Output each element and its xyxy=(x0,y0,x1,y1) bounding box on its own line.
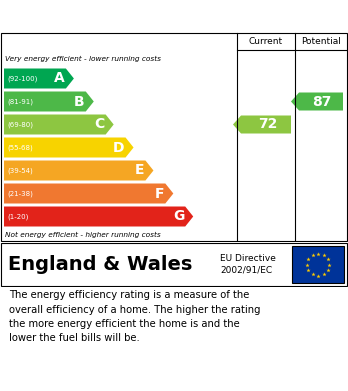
Text: (55-68): (55-68) xyxy=(7,144,33,151)
Text: Potential: Potential xyxy=(301,36,341,45)
Text: E: E xyxy=(135,163,144,178)
Text: D: D xyxy=(113,140,125,154)
Text: EU Directive
2002/91/EC: EU Directive 2002/91/EC xyxy=(220,254,276,275)
Text: (39-54): (39-54) xyxy=(7,167,33,174)
Polygon shape xyxy=(4,115,114,135)
Text: (1-20): (1-20) xyxy=(7,213,29,220)
Polygon shape xyxy=(4,138,134,158)
Text: The energy efficiency rating is a measure of the
overall efficiency of a home. T: The energy efficiency rating is a measur… xyxy=(9,290,260,343)
Polygon shape xyxy=(233,115,291,133)
Text: A: A xyxy=(54,72,65,86)
Text: B: B xyxy=(74,95,85,108)
Text: 87: 87 xyxy=(312,95,332,108)
Text: Very energy efficient - lower running costs: Very energy efficient - lower running co… xyxy=(5,56,161,62)
Polygon shape xyxy=(4,160,153,181)
Text: Not energy efficient - higher running costs: Not energy efficient - higher running co… xyxy=(5,232,161,238)
Text: F: F xyxy=(155,187,164,201)
Polygon shape xyxy=(4,91,94,111)
Text: Energy Efficiency Rating: Energy Efficiency Rating xyxy=(9,9,219,23)
Text: 72: 72 xyxy=(258,118,278,131)
Text: (81-91): (81-91) xyxy=(7,98,33,105)
Text: (92-100): (92-100) xyxy=(7,75,37,82)
Text: England & Wales: England & Wales xyxy=(8,255,192,274)
Text: Current: Current xyxy=(249,36,283,45)
Polygon shape xyxy=(4,206,193,226)
Polygon shape xyxy=(4,183,173,203)
Bar xyxy=(292,246,344,283)
Polygon shape xyxy=(291,93,343,111)
Text: G: G xyxy=(173,210,184,224)
Polygon shape xyxy=(4,68,74,88)
Text: (21-38): (21-38) xyxy=(7,190,33,197)
Text: C: C xyxy=(94,118,105,131)
Text: (69-80): (69-80) xyxy=(7,121,33,128)
